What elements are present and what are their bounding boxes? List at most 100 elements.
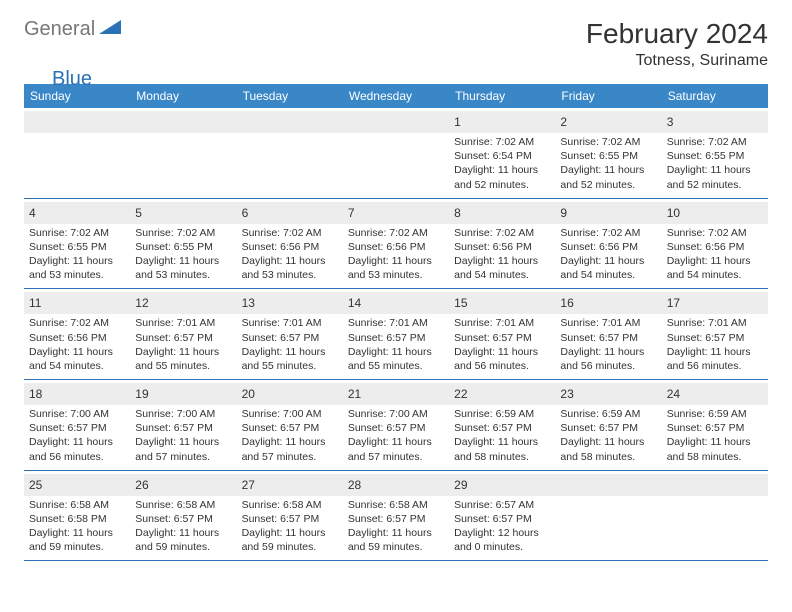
day-number-row: 6 [237, 202, 343, 224]
empty-day-cell [237, 108, 343, 198]
calendar: SundayMondayTuesdayWednesdayThursdayFrid… [24, 84, 768, 561]
day-cell: 14Sunrise: 7:01 AMSunset: 6:57 PMDayligh… [343, 289, 449, 379]
day-number: 6 [242, 206, 249, 220]
day-number: 4 [29, 206, 36, 220]
month-title: February 2024 [586, 18, 768, 50]
calendar-week-row: 4 Sunrise: 7:02 AMSunset: 6:55 PMDaylight… [24, 199, 768, 290]
day-number-row: 7 [343, 202, 449, 224]
day-number-row-empty [237, 111, 343, 133]
calendar-body: 1Sunrise: 7:02 AMSunset: 6:54 PMDaylight… [24, 108, 768, 561]
day-number-row: 13 [237, 292, 343, 314]
day-info: Sunrise: 7:02 AMSunset: 6:55 PMDaylight:… [560, 135, 656, 192]
day-info: Sunrise: 7:02 AMSunset: 6:55 PMDaylight:… [29, 226, 125, 283]
day-cell: 9 Sunrise: 7:02 AMSunset: 6:56 PMDaylight… [555, 199, 661, 289]
empty-day-cell [130, 108, 236, 198]
day-number: 18 [29, 387, 42, 401]
day-cell: 22 Sunrise: 6:59 AMSunset: 6:57 PMDayligh… [449, 380, 555, 470]
day-info: Sunrise: 7:02 AMSunset: 6:56 PMDaylight:… [560, 226, 656, 283]
day-info: Sunrise: 7:00 AMSunset: 6:57 PMDaylight:… [348, 407, 444, 464]
empty-day-cell [343, 108, 449, 198]
day-info: Sunrise: 7:02 AMSunset: 6:56 PMDaylight:… [242, 226, 338, 283]
day-cell: 29Sunrise: 6:57 AMSunset: 6:57 PMDayligh… [449, 471, 555, 561]
day-number-row: 17 [662, 292, 768, 314]
day-info: Sunrise: 7:01 AMSunset: 6:57 PMDaylight:… [135, 316, 231, 373]
day-cell: 20 Sunrise: 7:00 AMSunset: 6:57 PMDayligh… [237, 380, 343, 470]
day-cell: 13 Sunrise: 7:01 AMSunset: 6:57 PMDayligh… [237, 289, 343, 379]
day-number: 26 [135, 478, 148, 492]
day-number: 9 [560, 206, 567, 220]
day-number: 27 [242, 478, 255, 492]
day-number: 13 [242, 296, 255, 310]
day-info: Sunrise: 6:59 AMSunset: 6:57 PMDaylight:… [454, 407, 550, 464]
day-number: 28 [348, 478, 361, 492]
logo-text-general: General [24, 18, 95, 41]
day-info: Sunrise: 7:00 AMSunset: 6:57 PMDaylight:… [29, 407, 125, 464]
day-number-row: 11 [24, 292, 130, 314]
day-number-row: 29 [449, 474, 555, 496]
day-info: Sunrise: 6:58 AMSunset: 6:58 PMDaylight:… [29, 498, 125, 555]
day-info: Sunrise: 7:01 AMSunset: 6:57 PMDaylight:… [560, 316, 656, 373]
day-cell: 4 Sunrise: 7:02 AMSunset: 6:55 PMDaylight… [24, 199, 130, 289]
day-number-row: 20 [237, 383, 343, 405]
day-number: 1 [454, 115, 461, 129]
day-cell: 23Sunrise: 6:59 AMSunset: 6:57 PMDayligh… [555, 380, 661, 470]
day-cell: 18 Sunrise: 7:00 AMSunset: 6:57 PMDayligh… [24, 380, 130, 470]
day-info: Sunrise: 7:01 AMSunset: 6:57 PMDaylight:… [348, 316, 444, 373]
day-number-row: 8 [449, 202, 555, 224]
page-header: General February 2024 Totness, Suriname [24, 18, 768, 70]
day-number-row: 12 [130, 292, 236, 314]
day-header: Tuesday [237, 84, 343, 108]
day-cell: 11Sunrise: 7:02 AMSunset: 6:56 PMDayligh… [24, 289, 130, 379]
title-block: February 2024 Totness, Suriname [586, 18, 768, 70]
day-number-row: 9 [555, 202, 661, 224]
day-cell: 7Sunrise: 7:02 AMSunset: 6:56 PMDaylight… [343, 199, 449, 289]
day-info: Sunrise: 7:00 AMSunset: 6:57 PMDaylight:… [135, 407, 231, 464]
logo-triangle-icon [99, 18, 121, 41]
day-cell: 24Sunrise: 6:59 AMSunset: 6:57 PMDayligh… [662, 380, 768, 470]
day-info: Sunrise: 7:00 AMSunset: 6:57 PMDaylight:… [242, 407, 338, 464]
day-cell: 21Sunrise: 7:00 AMSunset: 6:57 PMDayligh… [343, 380, 449, 470]
day-cell: 26 Sunrise: 6:58 AMSunset: 6:57 PMDayligh… [130, 471, 236, 561]
day-info: Sunrise: 6:59 AMSunset: 6:57 PMDaylight:… [560, 407, 656, 464]
day-number: 10 [667, 206, 680, 220]
day-number-row-empty [555, 474, 661, 496]
day-info: Sunrise: 6:58 AMSunset: 6:57 PMDaylight:… [135, 498, 231, 555]
day-info: Sunrise: 7:02 AMSunset: 6:56 PMDaylight:… [454, 226, 550, 283]
day-header: Saturday [662, 84, 768, 108]
day-number-row: 21 [343, 383, 449, 405]
day-number-row: 19 [130, 383, 236, 405]
day-info: Sunrise: 7:02 AMSunset: 6:56 PMDaylight:… [348, 226, 444, 283]
day-number-row: 3 [662, 111, 768, 133]
day-info: Sunrise: 6:57 AMSunset: 6:57 PMDaylight:… [454, 498, 550, 555]
day-info: Sunrise: 7:02 AMSunset: 6:55 PMDaylight:… [135, 226, 231, 283]
day-number-row: 23 [555, 383, 661, 405]
day-cell: 3Sunrise: 7:02 AMSunset: 6:55 PMDaylight… [662, 108, 768, 198]
day-info: Sunrise: 7:01 AMSunset: 6:57 PMDaylight:… [454, 316, 550, 373]
logo: General [24, 18, 123, 41]
day-number: 15 [454, 296, 467, 310]
day-header: Thursday [449, 84, 555, 108]
day-number: 5 [135, 206, 142, 220]
day-number-row: 15 [449, 292, 555, 314]
day-number: 20 [242, 387, 255, 401]
day-number: 16 [560, 296, 573, 310]
day-number: 17 [667, 296, 680, 310]
day-cell: 6 Sunrise: 7:02 AMSunset: 6:56 PMDaylight… [237, 199, 343, 289]
day-number-row: 2 [555, 111, 661, 133]
day-number: 22 [454, 387, 467, 401]
day-number-row: 26 [130, 474, 236, 496]
day-number: 8 [454, 206, 461, 220]
day-cell: 25Sunrise: 6:58 AMSunset: 6:58 PMDayligh… [24, 471, 130, 561]
day-number: 24 [667, 387, 680, 401]
day-number: 12 [135, 296, 148, 310]
calendar-header-row: SundayMondayTuesdayWednesdayThursdayFrid… [24, 84, 768, 108]
day-info: Sunrise: 7:01 AMSunset: 6:57 PMDaylight:… [242, 316, 338, 373]
day-cell: 27 Sunrise: 6:58 AMSunset: 6:57 PMDayligh… [237, 471, 343, 561]
day-number: 2 [560, 115, 567, 129]
day-info: Sunrise: 6:58 AMSunset: 6:57 PMDaylight:… [242, 498, 338, 555]
day-number: 19 [135, 387, 148, 401]
day-number-row: 24 [662, 383, 768, 405]
day-cell: 28Sunrise: 6:58 AMSunset: 6:57 PMDayligh… [343, 471, 449, 561]
day-info: Sunrise: 7:02 AMSunset: 6:55 PMDaylight:… [667, 135, 763, 192]
calendar-week-row: 1Sunrise: 7:02 AMSunset: 6:54 PMDaylight… [24, 108, 768, 199]
